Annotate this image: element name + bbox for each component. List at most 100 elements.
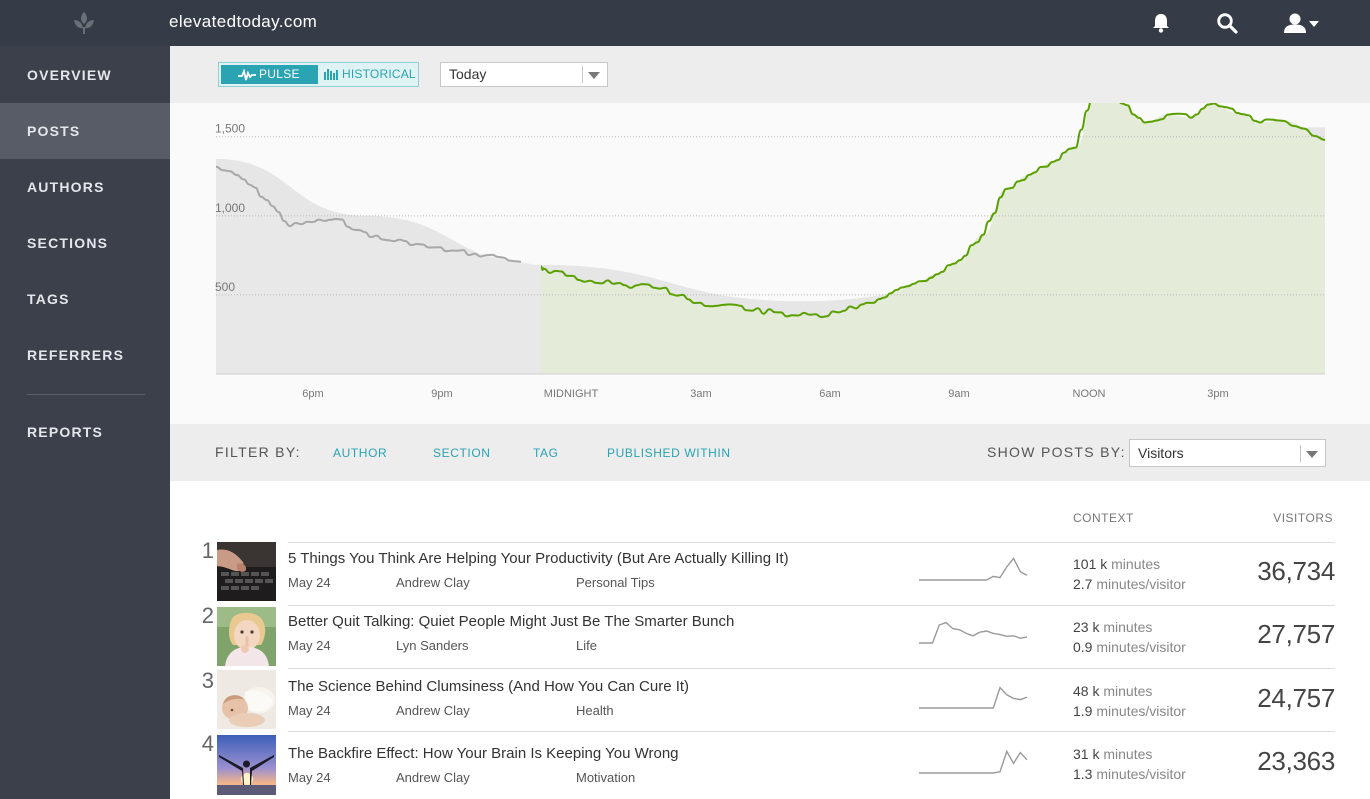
- today-area: [540, 103, 1325, 374]
- post-minutes: 48 k minutes: [1073, 683, 1153, 699]
- post-section[interactable]: Life: [576, 638, 597, 653]
- post-minutes: 101 k minutes: [1073, 556, 1161, 572]
- main-content: PULSE HISTORICAL Today 1,500 1,000 500 6pm 9…: [170, 46, 1370, 799]
- filter-section-link[interactable]: SECTION: [433, 446, 491, 460]
- sidebar-item-reports[interactable]: REPORTS: [27, 424, 104, 440]
- traffic-chart-svg: 1,500 1,000 500 6pm 9pm MIDNIGHT 3am 6am 9am NOON…: [215, 103, 1326, 400]
- bell-icon: [1153, 14, 1169, 33]
- y-tick-label: 1,500: [215, 122, 245, 136]
- post-sparkline: [919, 686, 1028, 709]
- post-sparkline: [919, 749, 1028, 774]
- today-line: [540, 103, 1326, 319]
- post-author[interactable]: Andrew Clay: [396, 575, 470, 590]
- filter-author-link[interactable]: AUTHOR: [333, 446, 388, 460]
- post-title[interactable]: The Science Behind Clumsiness (And How Y…: [288, 678, 690, 695]
- sidebar-item-referrers[interactable]: REFERRERS: [27, 347, 125, 363]
- top-bar: elevatedtoday.com: [0, 0, 1370, 46]
- x-tick-label: 3pm: [1207, 388, 1228, 400]
- post-visitors: 27,757: [1257, 619, 1335, 649]
- x-tick-label: 9pm: [431, 388, 452, 400]
- x-tick-label: NOON: [1073, 388, 1106, 400]
- sparkline-path: [919, 686, 1028, 709]
- pulse-toggle-button[interactable]: PULSE: [221, 65, 318, 84]
- sidebar-divider: [27, 394, 145, 395]
- post-title[interactable]: 5 Things You Think Are Helping Your Prod…: [288, 550, 789, 567]
- post-row-2[interactable]: 2 Better Quit Talking: Quiet People Migh…: [170, 603, 1370, 668]
- logo-leaf-icon: [74, 12, 94, 34]
- date-range-value: Today: [449, 66, 487, 82]
- post-minutes-per-visitor: 0.9 minutes/visitor: [1073, 639, 1186, 655]
- post-title[interactable]: The Backfire Effect: How Your Brain Is K…: [288, 745, 679, 762]
- traffic-chart: 1,500 1,000 500 6pm 9pm MIDNIGHT 3am 6am 9am NOON…: [170, 103, 1370, 424]
- earlier-line: [215, 165, 522, 263]
- post-section[interactable]: Personal Tips: [576, 575, 655, 590]
- x-tick-label: 6pm: [302, 388, 323, 400]
- filter-published-within-link[interactable]: PUBLISHED WITHIN: [607, 446, 731, 460]
- pulse-icon: [238, 69, 256, 81]
- post-date: May 24: [288, 703, 331, 718]
- bar-chart-icon: [324, 69, 338, 80]
- post-minutes: 23 k minutes: [1073, 619, 1153, 635]
- sidebar-item-posts[interactable]: POSTS: [0, 103, 170, 159]
- sparkline-path: [919, 749, 1028, 774]
- filter-bar: FILTER BY: AUTHOR SECTION TAG PUBLISHED …: [170, 424, 1370, 481]
- sparkline-path: [919, 621, 1028, 644]
- search-button[interactable]: [1216, 12, 1238, 39]
- x-tick-label: 6am: [819, 388, 840, 400]
- filter-tag-link[interactable]: TAG: [533, 446, 559, 460]
- post-visitors: 23,363: [1257, 746, 1335, 776]
- post-author[interactable]: Lyn Sanders: [396, 638, 469, 653]
- visitors-column-header: VISITORS: [1273, 511, 1333, 525]
- show-posts-by-select[interactable]: Visitors: [1129, 439, 1326, 467]
- post-row-4[interactable]: 4 The Backfire Effect: How Your Bra: [170, 731, 1370, 799]
- sidebar-item-authors[interactable]: AUTHORS: [27, 179, 105, 195]
- post-sparkline: [919, 621, 1028, 644]
- post-author[interactable]: Andrew Clay: [396, 770, 470, 785]
- sparkline-path: [919, 557, 1028, 581]
- child-finger-on-lips-image: [217, 607, 276, 666]
- notifications-button[interactable]: [1150, 12, 1172, 39]
- logo[interactable]: [0, 0, 170, 46]
- baby-lying-down-image: [217, 670, 276, 729]
- post-rank: 2: [201, 603, 214, 628]
- context-column-header: CONTEXT: [1073, 511, 1134, 525]
- post-section[interactable]: Motivation: [576, 770, 636, 785]
- post-author[interactable]: Andrew Clay: [396, 703, 470, 718]
- person-arms-raised-at-sunset-image: [217, 735, 276, 795]
- post-minutes-per-visitor: 1.9 minutes/visitor: [1073, 703, 1186, 719]
- chevron-down-icon: [588, 72, 600, 79]
- post-title[interactable]: Better Quit Talking: Quiet People Might …: [288, 613, 735, 630]
- x-tick-label: 3am: [690, 388, 711, 400]
- sidebar-item-sections[interactable]: SECTIONS: [27, 235, 109, 251]
- sidebar-item-tags[interactable]: TAGS: [27, 291, 70, 307]
- sidebar-item-overview[interactable]: OVERVIEW: [27, 67, 112, 83]
- filter-by-label: FILTER BY:: [215, 444, 301, 460]
- post-row-3[interactable]: 3 The Science Behind Clumsiness (And How…: [170, 668, 1370, 731]
- post-visitors: 36,734: [1257, 556, 1335, 586]
- post-date: May 24: [288, 638, 331, 653]
- site-name[interactable]: elevatedtoday.com: [169, 12, 318, 31]
- mode-toggle: PULSE HISTORICAL: [218, 62, 419, 87]
- post-rank: 3: [201, 668, 214, 693]
- user-menu-icon: [1284, 13, 1319, 33]
- post-thumbnail[interactable]: [217, 735, 276, 795]
- post-date: May 24: [288, 770, 331, 785]
- chevron-down-icon: [1306, 451, 1318, 458]
- show-posts-by-label: SHOW POSTS BY:: [987, 444, 1126, 460]
- post-visitors: 24,757: [1257, 683, 1335, 713]
- post-section[interactable]: Health: [576, 703, 614, 718]
- date-range-select[interactable]: Today: [440, 62, 608, 87]
- post-minutes-per-visitor: 2.7 minutes/visitor: [1073, 576, 1186, 592]
- historical-toggle-button[interactable]: HISTORICAL: [322, 65, 416, 84]
- post-thumbnail[interactable]: [217, 607, 276, 666]
- chart-controls: PULSE HISTORICAL Today: [170, 46, 1370, 103]
- earlier-area: [216, 166, 541, 374]
- sidebar: OVERVIEW POSTS AUTHORS SECTIONS TAGS REF…: [0, 46, 170, 799]
- x-tick-label: MIDNIGHT: [544, 388, 599, 400]
- user-menu-button[interactable]: [1283, 12, 1321, 39]
- post-row-1[interactable]: 1 5 Things You Think Are Helping Your Pr…: [170, 538, 1370, 605]
- post-minutes-per-visitor: 1.3 minutes/visitor: [1073, 766, 1186, 782]
- post-thumbnail[interactable]: [217, 542, 276, 601]
- post-thumbnail[interactable]: [217, 670, 276, 729]
- historical-label: HISTORICAL: [342, 67, 416, 81]
